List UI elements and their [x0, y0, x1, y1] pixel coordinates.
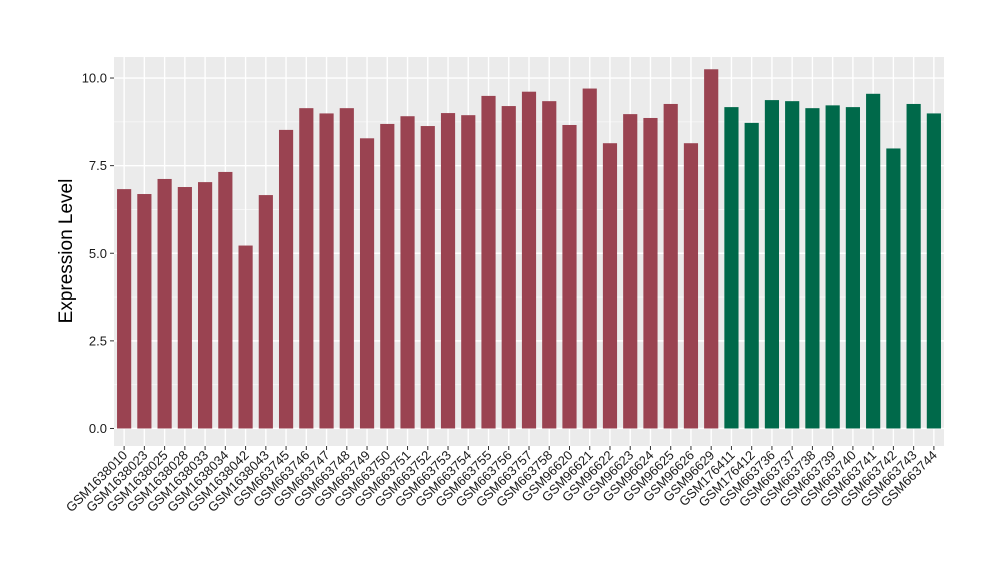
bar-GSM176412 [744, 122, 759, 429]
bar-GSM1638033 [198, 182, 213, 429]
bar-GSM176411 [724, 107, 739, 429]
bar-GSM96629 [704, 69, 719, 429]
bar-GSM663736 [764, 100, 780, 429]
bar-GSM96626 [683, 143, 699, 429]
y-axis-title: Expression Level [56, 179, 77, 324]
y-tick-label: 0.0 [89, 421, 107, 436]
bar-GSM663752 [420, 126, 435, 429]
bar-GSM1638028 [177, 187, 192, 429]
bar-GSM663745 [278, 129, 294, 429]
bar-GSM663758 [542, 101, 557, 429]
bar-GSM663747 [319, 113, 334, 429]
y-tick-label: 5.0 [89, 246, 107, 261]
bar-GSM1638034 [218, 171, 233, 429]
bar-GSM663743 [906, 103, 921, 429]
bar-GSM663755 [481, 95, 496, 429]
bar-GSM96621 [582, 88, 597, 429]
bar-GSM663737 [785, 101, 800, 429]
bar-GSM663748 [339, 108, 354, 429]
bar-GSM663751 [400, 116, 415, 429]
bar-GSM663757 [521, 91, 537, 429]
y-tick-label: 7.5 [89, 158, 107, 173]
bar-GSM96624 [643, 117, 658, 429]
y-axis: 0.0 2.5 5.0 7.5 10.0 [82, 71, 114, 436]
bar-GSM96620 [562, 124, 577, 429]
bar-GSM1638010 [117, 189, 132, 429]
bar-GSM663741 [866, 93, 881, 429]
y-tick-label: 10.0 [82, 71, 107, 86]
bar-GSM663742 [886, 148, 901, 429]
bar-GSM1638043 [258, 195, 273, 429]
bar-GSM663740 [845, 107, 860, 429]
bar-GSM663756 [501, 106, 516, 429]
bar-GSM1638023 [137, 194, 152, 429]
bar-GSM663744 [926, 113, 941, 429]
bar-GSM663753 [440, 113, 456, 429]
x-axis: GSM1638010GSM1638023GSM1638025GSM1638028… [63, 446, 940, 515]
bar-GSM663754 [461, 115, 476, 429]
bar-GSM663750 [380, 123, 395, 429]
bar-GSM663749 [359, 138, 375, 429]
bar-GSM1638042 [238, 245, 253, 429]
bars [117, 69, 941, 429]
bar-GSM96623 [623, 114, 638, 429]
bar-GSM663746 [299, 108, 314, 429]
y-tick-label: 2.5 [89, 333, 107, 348]
bar-GSM663739 [825, 105, 840, 429]
bar-GSM663738 [805, 108, 820, 429]
bar-GSM96625 [663, 103, 678, 429]
bar-GSM96622 [602, 143, 618, 429]
bar-GSM1638025 [157, 178, 172, 429]
